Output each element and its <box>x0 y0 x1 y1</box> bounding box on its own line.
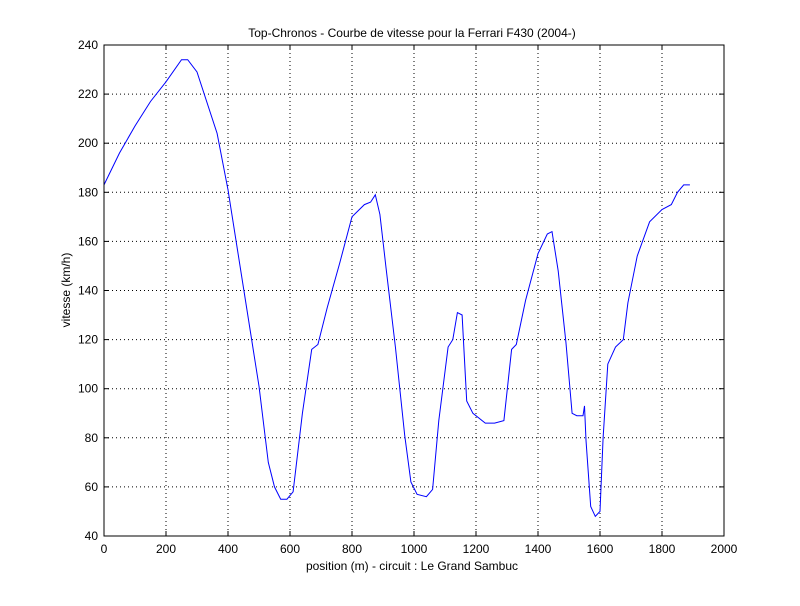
grid-lines <box>104 45 724 536</box>
y-tick-label: 240 <box>78 38 98 52</box>
x-tick-label: 800 <box>342 542 362 556</box>
y-tick-label: 80 <box>85 431 99 445</box>
x-tick-label: 2000 <box>711 542 738 556</box>
tick-labels: 0 200 400 600 800 1000 1200 1400 1600 1800 2000 40 6… <box>78 38 738 556</box>
x-tick-label: 400 <box>218 542 238 556</box>
y-tick-label: 120 <box>78 333 98 347</box>
chart-title: Top-Chronos - Courbe de vitesse pour la … <box>248 26 575 40</box>
speed-series-line <box>103 59 690 518</box>
x-axis-label: position (m) - circuit : Le Grand Sambuc <box>306 559 518 573</box>
y-tick-label: 180 <box>78 185 98 199</box>
y-tick-label: 100 <box>78 382 98 396</box>
x-tick-label: 1200 <box>463 542 490 556</box>
y-tick-label: 140 <box>78 284 98 298</box>
y-tick-label: 220 <box>78 87 98 101</box>
y-tick-label: 160 <box>78 234 98 248</box>
x-tick-label: 1800 <box>649 542 676 556</box>
axis-ticks <box>103 44 725 537</box>
y-axis-label: vitesse (km/h) <box>59 253 73 328</box>
y-tick-label: 40 <box>85 529 99 543</box>
y-tick-label: 200 <box>78 136 98 150</box>
x-tick-label: 1000 <box>401 542 428 556</box>
y-tick-label: 60 <box>85 480 99 494</box>
x-tick-label: 600 <box>280 542 300 556</box>
x-tick-label: 200 <box>156 542 176 556</box>
x-tick-label: 0 <box>101 542 108 556</box>
x-tick-label: 1400 <box>525 542 552 556</box>
x-tick-label: 1600 <box>587 542 614 556</box>
